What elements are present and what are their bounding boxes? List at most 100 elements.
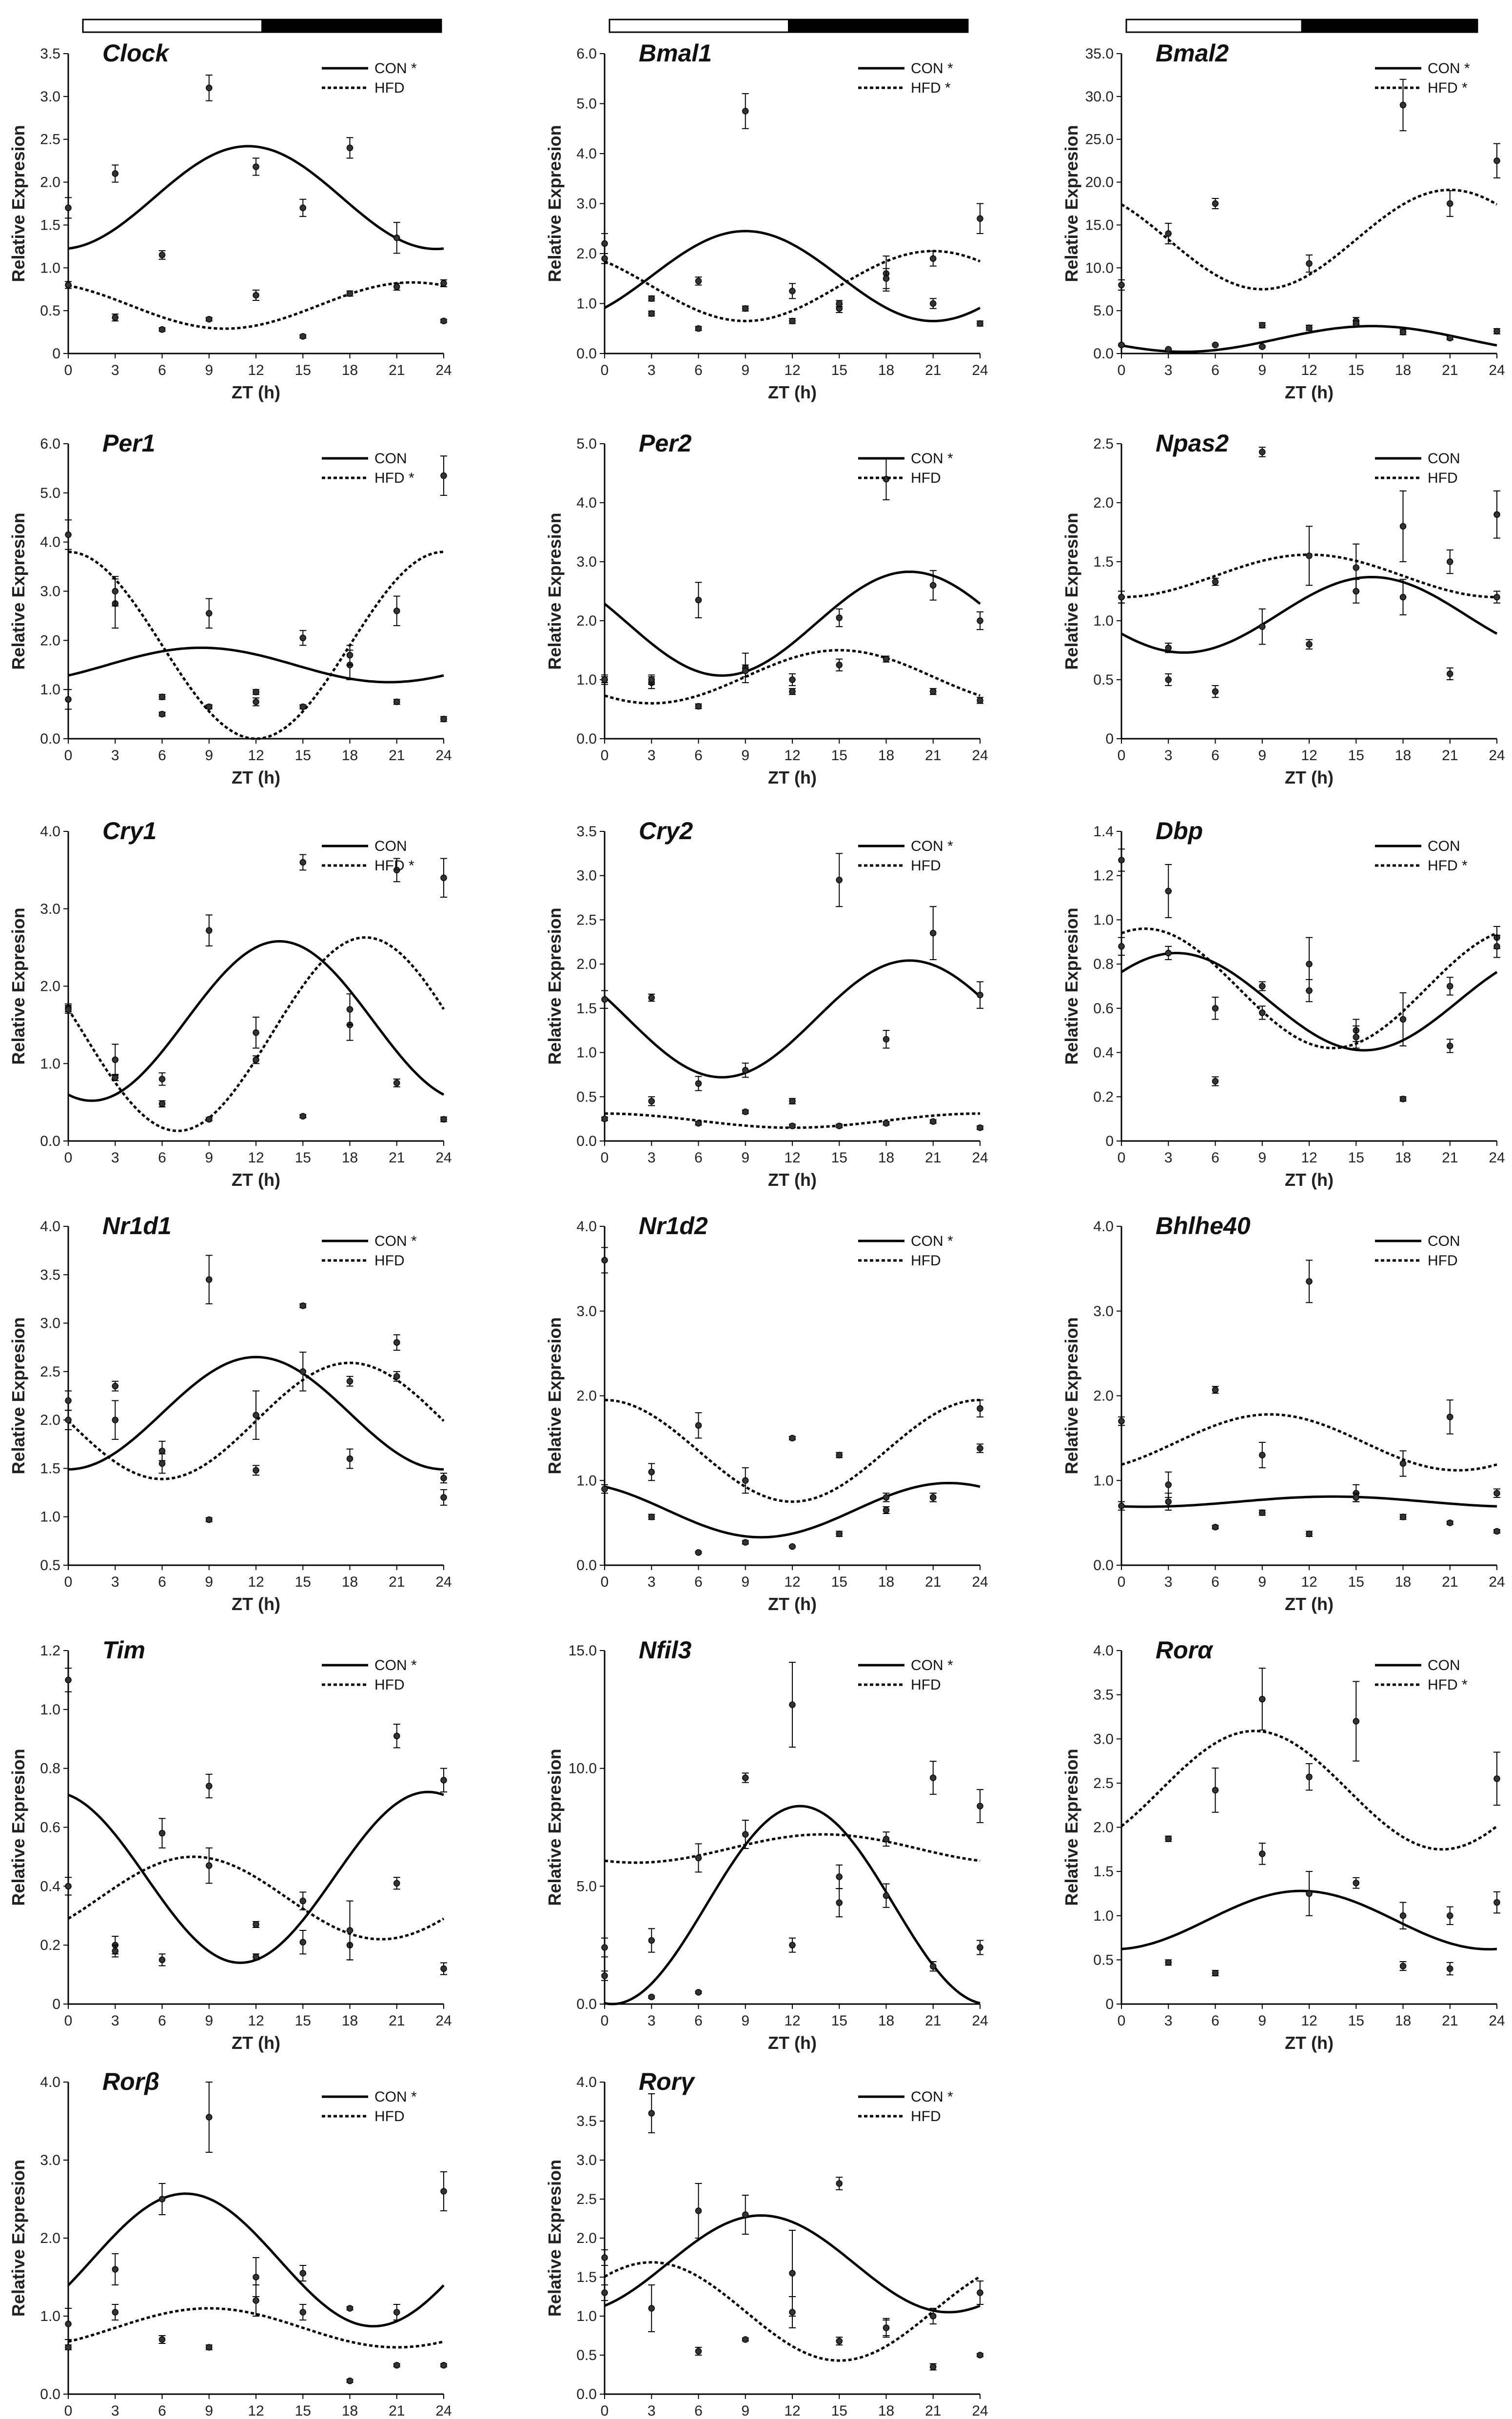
x-tick-label: 15 xyxy=(831,362,847,378)
data-point xyxy=(695,2183,702,2239)
y-tick-label: 4.0 xyxy=(576,495,597,511)
y-tick-label: 0.2 xyxy=(1093,1089,1114,1105)
data-point xyxy=(695,1076,702,1091)
data-point xyxy=(789,317,796,325)
y-tick-label: 0.5 xyxy=(576,1089,597,1105)
x-tick-label: 15 xyxy=(1348,1574,1364,1590)
data-point xyxy=(648,1514,655,1520)
data-point xyxy=(601,1247,608,1274)
point-marker xyxy=(440,2188,447,2195)
x-tick-label: 18 xyxy=(878,2403,894,2419)
data-point xyxy=(393,1079,400,1087)
x-tick-label: 21 xyxy=(1442,747,1458,764)
point-marker xyxy=(299,2309,306,2316)
y-tick-label: 0.4 xyxy=(40,1878,60,1894)
data-point xyxy=(1493,490,1500,539)
data-point xyxy=(393,1334,400,1351)
x-axis-label: ZT (h) xyxy=(768,2033,817,2053)
x-tick-label: 6 xyxy=(694,2013,703,2029)
x-tick-label: 3 xyxy=(111,2403,119,2419)
data-point xyxy=(601,990,608,1009)
legend: CON HFD * xyxy=(1375,838,1468,874)
point-marker xyxy=(346,1927,353,1934)
y-axis-label: Relative Expresion xyxy=(8,2160,28,2317)
y-tick-label: 10.0 xyxy=(1085,260,1114,276)
data-point xyxy=(1258,447,1266,457)
point-marker xyxy=(112,588,118,595)
point-marker xyxy=(1399,593,1407,601)
x-tick-label: 0 xyxy=(1118,747,1126,764)
y-tick-label: 0.5 xyxy=(40,303,60,319)
point-marker xyxy=(65,1416,72,1423)
y-tick-label: 1.4 xyxy=(1093,824,1114,840)
point-marker xyxy=(393,235,400,241)
x-tick-label: 9 xyxy=(1258,1150,1266,1166)
y-tick-label: 0.8 xyxy=(1093,956,1114,972)
x-tick-label: 12 xyxy=(248,2013,264,2029)
y-tick-label: 2.0 xyxy=(576,246,597,262)
point-marker xyxy=(648,1993,655,2001)
x-tick-label: 12 xyxy=(248,2403,264,2419)
x-tick-label: 24 xyxy=(972,747,988,764)
y-axis-label: Relative Expresion xyxy=(8,907,28,1064)
data-point xyxy=(742,1062,749,1078)
x-tick-label: 24 xyxy=(435,747,452,764)
point-marker xyxy=(789,317,796,325)
chart-panel: 0.0 1.0 2.0 3.0 4.0 5.0 0 3 6 9 12 15 18 21 24 ZT (h) Re… xyxy=(545,430,988,787)
point-marker xyxy=(1212,1524,1219,1531)
data-point xyxy=(1258,981,1266,991)
data-point xyxy=(1258,1509,1266,1516)
data-point xyxy=(299,703,307,710)
data-point xyxy=(836,1888,843,1918)
point-marker xyxy=(977,320,983,327)
point-marker xyxy=(1493,1775,1500,1782)
data-point xyxy=(648,1993,655,2001)
dark-phase-segment xyxy=(788,19,969,33)
data-point xyxy=(742,2336,749,2343)
x-tick-label: 9 xyxy=(1258,2013,1266,2029)
con-fit-curve xyxy=(67,940,445,1102)
light-dark-bar xyxy=(1125,19,1478,33)
point-marker xyxy=(206,1783,213,1790)
data-point xyxy=(648,2093,655,2133)
y-tick-label: 2.0 xyxy=(576,613,597,629)
point-marker xyxy=(695,1549,702,1556)
x-tick-label: 3 xyxy=(648,2013,656,2029)
data-point xyxy=(1258,608,1266,645)
x-tick-label: 21 xyxy=(1442,1150,1458,1166)
y-tick-label: 1.0 xyxy=(576,1473,597,1489)
y-tick-label: 30.0 xyxy=(1085,89,1114,105)
data-point xyxy=(440,1473,447,1484)
point-marker xyxy=(1259,1509,1266,1516)
y-tick-label: 3.0 xyxy=(40,901,60,917)
data-point xyxy=(112,1945,119,1958)
data-point xyxy=(346,290,353,297)
con-fit-curve xyxy=(68,1790,444,1964)
y-tick-label: 0.5 xyxy=(1093,1952,1114,1968)
x-tick-label: 21 xyxy=(925,1150,941,1166)
data-point xyxy=(1165,346,1172,353)
point-marker xyxy=(1118,1417,1125,1425)
data-point xyxy=(65,197,72,219)
data-point xyxy=(346,1376,353,1387)
data-point xyxy=(1399,579,1407,615)
x-tick-label: 0 xyxy=(1118,1150,1126,1166)
x-tick-label: 6 xyxy=(694,1574,703,1590)
x-tick-label: 15 xyxy=(831,747,847,764)
x-tick-label: 0 xyxy=(601,2013,609,2029)
chart-panel: 0 0.2 0.4 0.6 0.8 1.0 1.2 0 3 6 9 12 15 18 21 24 ZT (h) R… xyxy=(8,1636,452,2053)
data-point xyxy=(253,1017,259,1049)
point-marker xyxy=(977,2289,983,2296)
point-marker xyxy=(299,1302,306,1309)
chart-panel: 0.0 1.0 2.0 3.0 4.0 0 3 6 9 12 15 18 21 24 ZT (h) Relat… xyxy=(545,1212,988,1614)
data-point xyxy=(1399,329,1407,335)
point-marker xyxy=(158,1076,166,1082)
point-marker xyxy=(883,2324,890,2331)
x-tick-label: 6 xyxy=(694,1150,703,1166)
data-point xyxy=(112,2253,119,2285)
data-point xyxy=(65,1410,72,1430)
legend: CON * HFD xyxy=(858,451,953,486)
point-marker xyxy=(1353,1718,1359,1725)
point-marker xyxy=(206,1276,213,1283)
point-marker xyxy=(648,994,655,1001)
